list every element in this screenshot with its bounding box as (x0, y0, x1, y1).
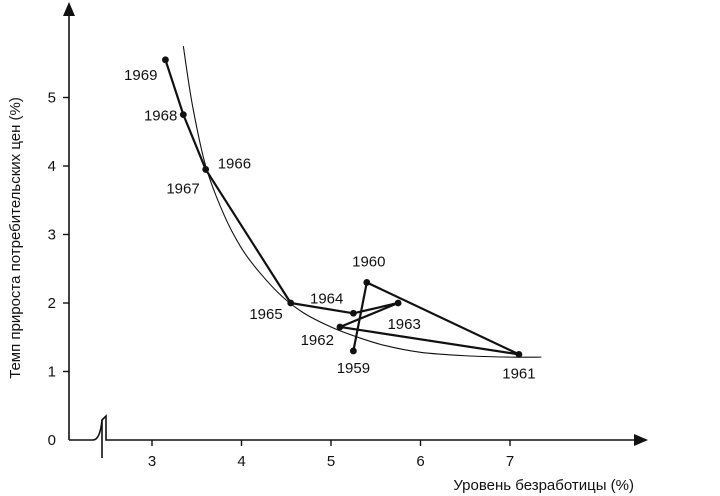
point-label-1967: 1967 (166, 180, 199, 197)
point-label-1966: 1966 (218, 155, 251, 172)
y-tick-label: 2 (48, 295, 56, 312)
axes (63, 2, 648, 458)
point-label-1969: 1969 (124, 67, 157, 84)
x-tick-label: 7 (506, 453, 514, 470)
y-tick-label: 5 (48, 90, 56, 107)
point-label-1961: 1961 (502, 365, 535, 382)
phillips-curve (182, 46, 542, 358)
point-label-1960: 1960 (352, 253, 385, 270)
y-tick-label: 3 (48, 227, 56, 244)
x-tick-label: 3 (148, 453, 156, 470)
point-label-1964: 1964 (310, 290, 343, 307)
x-tick-group: 3 4 5 6 7 (148, 440, 514, 470)
x-tick-label: 6 (416, 453, 424, 470)
data-point-1969 (162, 56, 169, 64)
point-label-1963: 1963 (387, 316, 420, 333)
x-axis-line (69, 414, 634, 441)
y-tick-group: 0 1 2 3 4 5 (48, 90, 69, 449)
x-tick-label: 4 (237, 453, 245, 470)
point-label-1968: 1968 (144, 108, 177, 125)
x-axis-label: Уровень безработицы (%) (453, 477, 634, 494)
point-label-1959: 1959 (337, 360, 370, 377)
y-tick-label: 1 (48, 364, 56, 381)
data-point-1961 (515, 350, 523, 358)
point-labels: 1959 1960 1961 1962 1963 1964 1965 1966 1967 1968… (124, 67, 536, 383)
data-point-1962 (336, 323, 344, 331)
point-label-1962: 1962 (301, 332, 334, 349)
y-axis-arrow (63, 2, 75, 16)
y-tick-label: 4 (48, 158, 56, 175)
series-line (164, 59, 521, 356)
data-points (162, 56, 523, 358)
y-tick-label: 0 (48, 432, 56, 449)
data-point-1963 (394, 299, 402, 307)
data-point-1964 (349, 309, 357, 317)
data-point-1968 (179, 111, 187, 119)
data-point-1960 (363, 279, 371, 286)
point-label-1965: 1965 (249, 306, 282, 323)
data-point-1959 (349, 347, 357, 355)
data-point-1965 (287, 299, 295, 307)
x-tick-label: 5 (327, 453, 335, 470)
x-axis-arrow (634, 434, 648, 446)
data-point-1966 (202, 166, 210, 173)
y-axis-label: Темп прироста потребительских цен (%) (7, 97, 24, 379)
